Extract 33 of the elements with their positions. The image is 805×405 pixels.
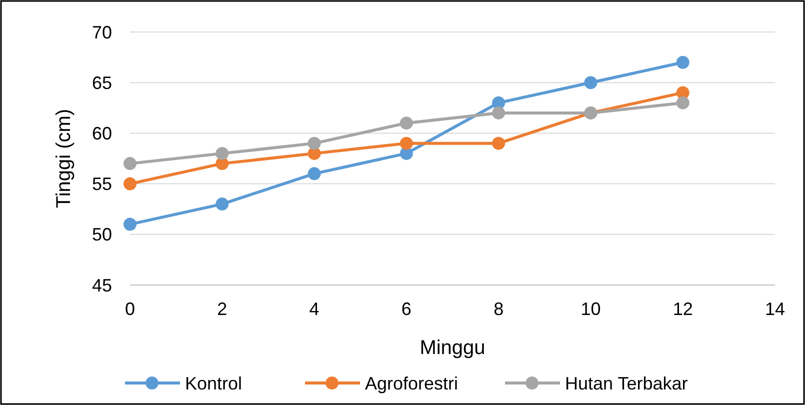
x-tick-label: 4: [309, 299, 320, 319]
y-tick-label: 70: [92, 22, 112, 42]
point: [308, 136, 321, 150]
point: [584, 76, 598, 90]
legend-label: Agroforestri: [365, 373, 458, 394]
y-tick-label: 45: [92, 275, 112, 296]
point: [124, 218, 136, 231]
y-tick-label: 65: [92, 72, 112, 93]
x-tick-label: 12: [672, 299, 693, 319]
point: [216, 198, 229, 211]
x-tick-label: 0: [124, 299, 136, 319]
point: [676, 96, 690, 110]
x-tick-label: 6: [401, 299, 412, 319]
point: [308, 167, 321, 180]
x-tick-label: 14: [764, 299, 786, 319]
point: [492, 136, 506, 150]
y-tick-label: 60: [92, 124, 112, 144]
y-axis-title: Tinggi (cm): [53, 108, 75, 208]
point: [400, 116, 413, 130]
legend-label: Hutan Terbakar: [565, 373, 688, 394]
x-tick-label: 8: [494, 299, 504, 319]
x-tick-label: 2: [217, 299, 228, 319]
point: [124, 177, 136, 190]
point: [124, 157, 136, 170]
x-tick-label: 10: [580, 299, 601, 319]
y-tick-label: 55: [92, 174, 112, 194]
legend-label: Kontrol: [185, 373, 242, 394]
point: [492, 106, 506, 120]
y-tick-label: 50: [92, 224, 112, 245]
x-axis-title: Minggu: [420, 337, 486, 359]
point: [676, 56, 690, 69]
point: [400, 136, 413, 150]
point: [216, 146, 229, 160]
